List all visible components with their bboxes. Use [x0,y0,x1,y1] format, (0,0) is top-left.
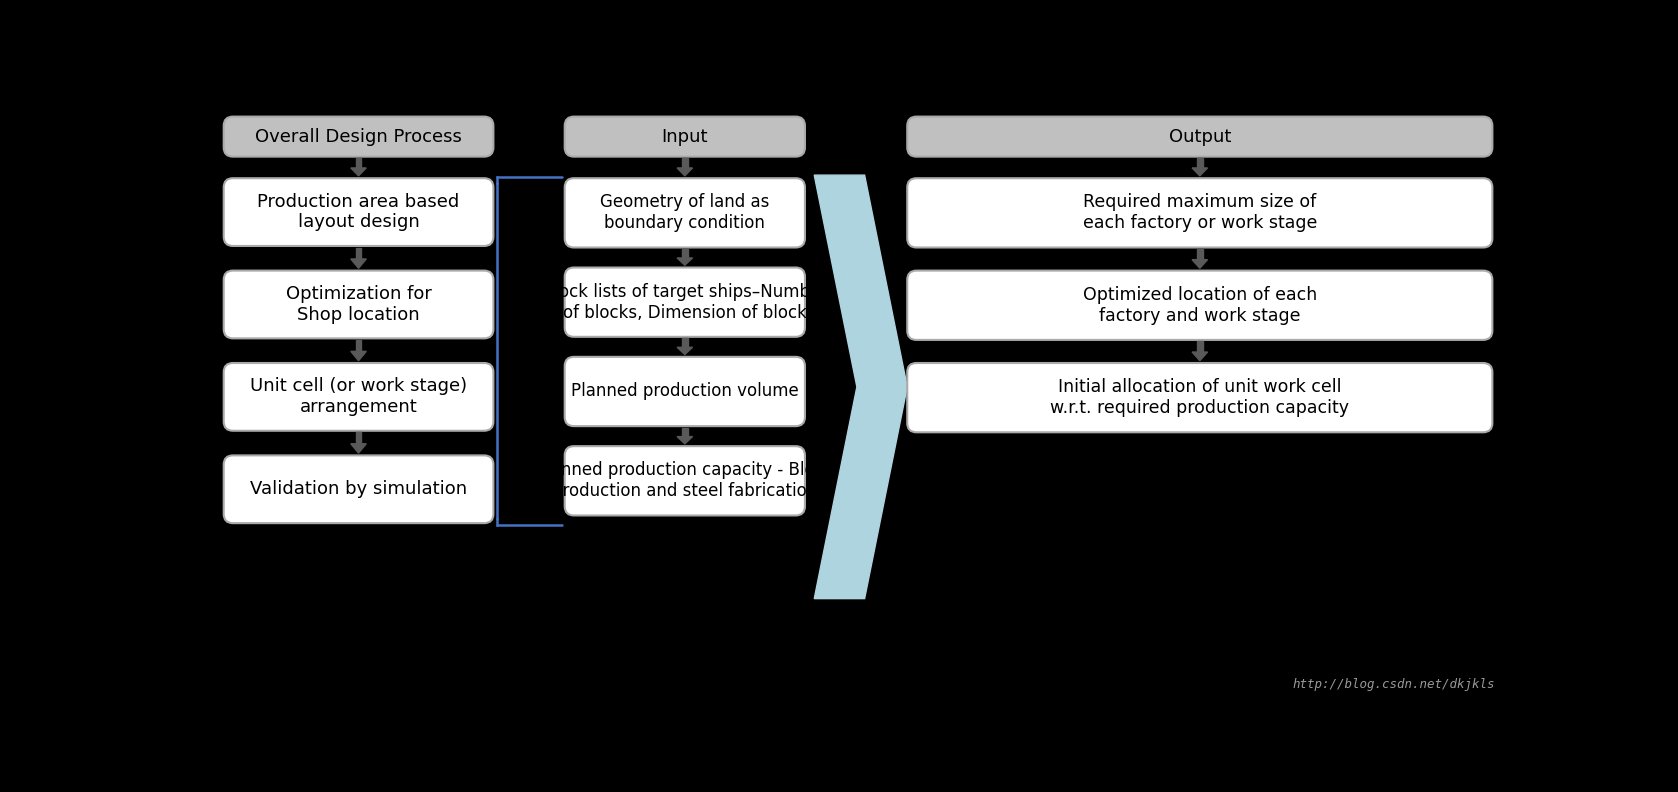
FancyBboxPatch shape [223,271,493,338]
FancyBboxPatch shape [223,178,493,246]
Text: Output: Output [1168,128,1232,146]
FancyBboxPatch shape [908,271,1492,340]
FancyBboxPatch shape [223,116,493,157]
Polygon shape [1196,158,1203,168]
Polygon shape [351,259,366,268]
Text: Unit cell (or work stage)
arrangement: Unit cell (or work stage) arrangement [250,378,466,417]
Polygon shape [814,175,908,599]
Text: Optimization for
Shop location: Optimization for Shop location [285,285,431,324]
Polygon shape [356,158,361,168]
Polygon shape [683,428,688,436]
Text: Planned production capacity - Block
production and steel fabrication: Planned production capacity - Block prod… [535,462,834,501]
FancyBboxPatch shape [565,357,805,426]
Polygon shape [1191,168,1208,176]
Polygon shape [356,432,361,444]
FancyBboxPatch shape [565,178,805,247]
FancyBboxPatch shape [908,116,1492,157]
Polygon shape [1196,341,1203,352]
Polygon shape [1191,260,1208,268]
Polygon shape [356,340,361,352]
Polygon shape [678,258,693,265]
Polygon shape [683,249,688,258]
Text: Overall Design Process: Overall Design Process [255,128,461,146]
Text: Input: Input [661,128,708,146]
Text: Geometry of land as
boundary condition: Geometry of land as boundary condition [601,193,770,232]
Polygon shape [351,352,366,360]
FancyBboxPatch shape [565,116,805,157]
Polygon shape [683,158,688,168]
Text: Optimized location of each
factory and work stage: Optimized location of each factory and w… [1082,286,1317,325]
Polygon shape [678,347,693,355]
Polygon shape [1196,249,1203,260]
Polygon shape [351,168,366,176]
Text: Validation by simulation: Validation by simulation [250,480,466,498]
Polygon shape [683,338,688,347]
FancyBboxPatch shape [223,363,493,431]
Text: Initial allocation of unit work cell
w.r.t. required production capacity: Initial allocation of unit work cell w.r… [1050,379,1349,417]
Text: Production area based
layout design: Production area based layout design [257,192,460,231]
Polygon shape [678,436,693,444]
Polygon shape [678,168,693,176]
Polygon shape [356,247,361,259]
FancyBboxPatch shape [223,455,493,524]
Polygon shape [1191,352,1208,360]
FancyBboxPatch shape [565,268,805,337]
Text: http://blog.csdn.net/dkjkls: http://blog.csdn.net/dkjkls [1292,678,1495,691]
FancyBboxPatch shape [908,178,1492,247]
Text: Planned production volume: Planned production volume [571,383,799,401]
Text: Block lists of target ships–Number
of blocks, Dimension of block: Block lists of target ships–Number of bl… [542,283,827,322]
FancyBboxPatch shape [908,363,1492,432]
FancyBboxPatch shape [565,446,805,516]
Text: Required maximum size of
each factory or work stage: Required maximum size of each factory or… [1082,193,1317,232]
Polygon shape [351,444,366,453]
